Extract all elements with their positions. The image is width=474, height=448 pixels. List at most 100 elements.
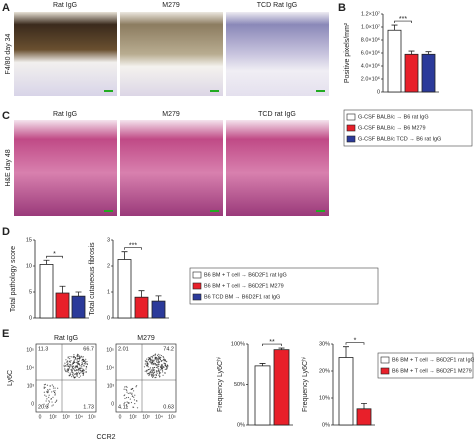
event-dot xyxy=(85,371,87,373)
image xyxy=(14,120,117,216)
event-dot xyxy=(81,356,83,358)
event-dot xyxy=(79,357,81,359)
event-dot xyxy=(164,359,166,361)
event-dot xyxy=(152,363,155,365)
event-dot xyxy=(162,371,164,373)
event-dot xyxy=(67,365,69,368)
event-dot xyxy=(149,371,152,373)
event-dot xyxy=(72,365,74,367)
event-dot xyxy=(67,363,69,365)
event-dot xyxy=(73,354,75,356)
event-dot xyxy=(153,369,156,371)
event-dot xyxy=(77,354,79,356)
event-dot xyxy=(155,370,158,372)
event-dot xyxy=(160,369,162,371)
event-dot xyxy=(70,365,72,368)
event-dot xyxy=(72,361,75,363)
legend-box xyxy=(189,267,379,305)
x-tick-label: 10⁵ xyxy=(88,414,96,420)
legend-swatch xyxy=(192,282,202,290)
event-dot xyxy=(48,394,50,396)
y-tick-label: 15 xyxy=(26,237,32,243)
event-dot xyxy=(71,363,73,366)
event-dot xyxy=(78,376,80,379)
event-dot xyxy=(152,354,155,357)
plot-frame xyxy=(35,343,97,413)
y-axis-label: Total pathology score xyxy=(10,246,17,312)
event-dot xyxy=(73,368,75,371)
event-dot xyxy=(151,372,153,374)
significance-bracket xyxy=(394,20,412,24)
event-dot xyxy=(68,360,71,362)
event-dot xyxy=(51,405,53,407)
event-dot xyxy=(43,391,45,393)
event-dot xyxy=(78,364,80,366)
event-dot xyxy=(56,399,58,401)
event-dot xyxy=(145,360,148,362)
event-dot xyxy=(153,374,155,377)
event-dot xyxy=(68,374,70,376)
event-dot xyxy=(126,405,128,408)
event-dot xyxy=(132,387,134,390)
event-dot xyxy=(124,386,126,388)
event-dot xyxy=(81,365,83,367)
event-dot xyxy=(63,366,65,368)
event-dot xyxy=(152,376,154,379)
event-dot xyxy=(162,374,164,376)
image xyxy=(14,12,117,96)
legend-label: B6 BM + T cell → B6D2F1 M279 xyxy=(204,283,284,289)
column-label: Rat IgG xyxy=(53,111,77,118)
event-dot xyxy=(127,392,129,395)
event-dot xyxy=(71,371,73,373)
event-dot xyxy=(154,355,156,357)
event-dot xyxy=(46,391,48,393)
error-bar xyxy=(59,285,66,294)
legend-box xyxy=(343,109,473,147)
event-dot xyxy=(158,362,160,364)
event-dot xyxy=(144,363,146,365)
event-dot xyxy=(128,402,130,404)
event-dot xyxy=(74,357,77,359)
event-dot xyxy=(47,403,50,405)
y-axis-label: Positive pixels/mm² xyxy=(344,22,351,83)
event-dot xyxy=(68,368,70,370)
event-dot xyxy=(147,366,149,368)
event-dot xyxy=(65,359,67,361)
event-dot xyxy=(130,401,133,404)
legend-swatch xyxy=(346,124,356,132)
event-dot xyxy=(164,371,166,374)
event-dot xyxy=(150,373,153,376)
event-dot xyxy=(63,364,65,366)
event-dot xyxy=(160,366,162,368)
event-dot xyxy=(43,386,45,388)
event-dot xyxy=(46,406,48,408)
event-dot xyxy=(81,361,83,364)
event-dot xyxy=(52,404,54,406)
event-dot xyxy=(78,355,80,357)
event-dot xyxy=(154,363,156,366)
event-dot xyxy=(83,371,85,373)
y-tick-label: 0 xyxy=(29,315,32,321)
event-dot xyxy=(136,407,139,409)
event-dot xyxy=(67,356,69,358)
event-dot xyxy=(76,355,78,357)
event-dot xyxy=(79,369,82,371)
event-dot xyxy=(126,389,128,391)
event-dot xyxy=(151,359,153,361)
event-dot xyxy=(154,353,157,355)
x-tick-label: 0 xyxy=(39,414,42,420)
legend-label: B6 BM + T cell → B6D2F1 rat IgG xyxy=(392,357,474,363)
event-dot xyxy=(125,385,127,388)
error-bar xyxy=(343,346,349,358)
legend-swatch xyxy=(346,135,356,143)
event-dot xyxy=(125,388,127,391)
bar xyxy=(55,292,70,319)
event-dot xyxy=(83,364,85,367)
x-tick-label: 10⁴ xyxy=(75,414,83,420)
event-dot xyxy=(82,360,84,362)
event-dot xyxy=(131,395,134,397)
event-dot xyxy=(72,374,74,376)
event-dot xyxy=(76,359,78,361)
event-dot xyxy=(76,375,78,377)
event-dot xyxy=(129,398,131,400)
